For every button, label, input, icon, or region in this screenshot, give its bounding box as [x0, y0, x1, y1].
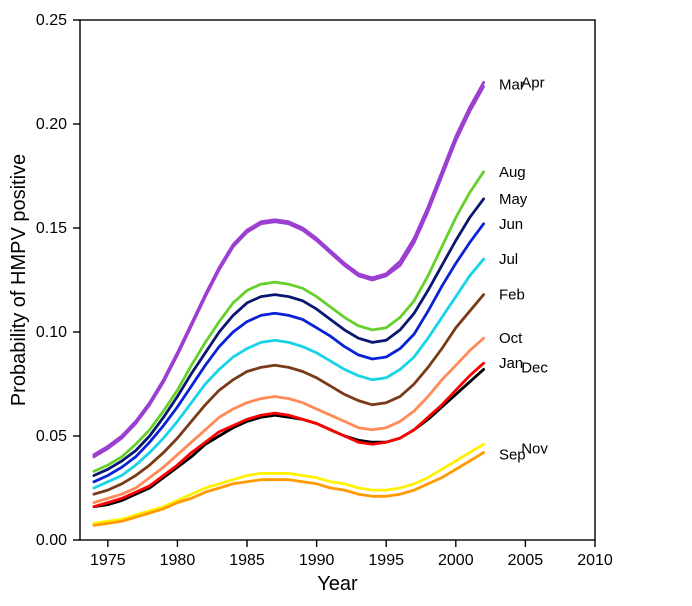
series-label-dec: Dec: [521, 359, 548, 376]
line-chart: 1975 1980 1985 1990 1995 2000 2005 2010 Year 0.00…: [0, 0, 692, 606]
y-tick-label: 0.10: [36, 324, 67, 341]
x-tick-label: 1975: [90, 552, 126, 569]
x-tick-label: 2005: [508, 552, 544, 569]
series-label-jan: Jan: [499, 355, 523, 372]
y-tick-label: 0.05: [36, 428, 67, 445]
series-label-jul: Jul: [499, 251, 518, 268]
series-label-mar: Mar: [499, 76, 525, 93]
series-label-oct: Oct: [499, 330, 523, 347]
x-axis-label: Year: [317, 573, 358, 595]
x-tick-label: 2010: [577, 552, 613, 569]
series-label-jun: Jun: [499, 216, 523, 233]
y-tick-label: 0.25: [36, 12, 67, 29]
series-label-may: May: [499, 191, 528, 208]
y-tick-label: 0.00: [36, 532, 67, 549]
x-tick-label: 1995: [368, 552, 404, 569]
x-tick-label: 1990: [299, 552, 335, 569]
series-label-aug: Aug: [499, 164, 526, 181]
y-tick-label: 0.20: [36, 116, 67, 133]
series-label-sep: Sep: [499, 447, 526, 464]
series-label-feb: Feb: [499, 287, 525, 304]
chart-container: 1975 1980 1985 1990 1995 2000 2005 2010 Year 0.00…: [0, 0, 692, 606]
x-tick-label: 1985: [229, 552, 265, 569]
x-tick-label: 2000: [438, 552, 474, 569]
y-tick-label: 0.15: [36, 220, 67, 237]
y-axis-label: Probability of HMPV positive: [8, 154, 30, 406]
x-tick-label: 1980: [160, 552, 196, 569]
